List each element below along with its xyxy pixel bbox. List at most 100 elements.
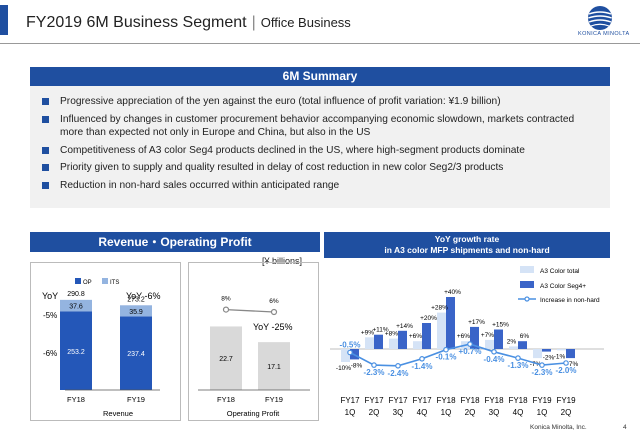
revenue-op-value: 237.4 <box>127 351 145 358</box>
summary-item: Priority given to supply and quality res… <box>42 161 600 175</box>
yoy-label-a3-seg4: 6% <box>520 333 530 340</box>
revenue-yoy-label: YoY -6% <box>126 291 161 301</box>
legend-label-op: OP <box>83 280 92 286</box>
yoy-category-quarter: 4Q <box>513 408 524 417</box>
revenue-bar-its <box>120 305 152 317</box>
yoy-category-year: FY18 <box>508 396 528 405</box>
revenue-chart-frame <box>30 262 181 421</box>
yoy-tick-label: -6% <box>43 349 57 358</box>
yoy-label-a3-total: -7% <box>530 361 542 368</box>
yoy-title-line2: in A3 color MFP shipments and non-hard <box>384 245 550 255</box>
yoy-bar-a3-seg4 <box>398 330 407 349</box>
op-bar <box>258 342 290 390</box>
yoy-category-year: FY18 <box>436 396 456 405</box>
slide-title: FY2019 6M Business Segment | Office Busine… <box>26 14 351 32</box>
yoy-bar-a3-total <box>437 312 446 349</box>
yoy-bar-a3-seg4 <box>422 323 431 349</box>
yoy-category-year: FY18 <box>484 396 504 405</box>
yoy-category-year: FY18 <box>460 396 480 405</box>
yoy-label-a3-seg4: -8% <box>351 362 363 369</box>
revenue-bar-its <box>60 299 92 312</box>
yoy-label-non-hard: -2.3% <box>364 368 385 377</box>
op-margin-line <box>225 308 275 313</box>
yoy-label-a3-seg4: +15% <box>492 322 509 329</box>
yoy-bar-a3-seg4 <box>446 297 455 349</box>
summary-title: 6M Summary <box>30 67 610 86</box>
summary-text: Reduction in non-hard sales occurred wit… <box>60 179 340 191</box>
op-bar-value: 22.7 <box>219 356 233 363</box>
yoy-category-quarter: 1Q <box>345 408 356 417</box>
bullet-square-icon <box>42 164 49 171</box>
footer-company: Konica Minolta, Inc. <box>530 424 587 431</box>
op-margin-label: 6% <box>269 298 279 305</box>
yoy-label-a3-total: -1% <box>554 353 566 360</box>
yoy-point-non-hard <box>347 349 353 356</box>
yoy-label-non-hard: -2.0% <box>556 366 577 375</box>
summary-text: Progressive appreciation of the yen agai… <box>60 96 501 107</box>
yoy-bar-a3-seg4 <box>494 329 503 349</box>
yoy-label-non-hard: -1.3% <box>508 361 529 370</box>
yoy-point-non-hard <box>491 349 497 355</box>
bullet-square-icon <box>42 115 49 123</box>
title-separator: | <box>251 14 256 31</box>
yoy-label-a3-total: 2% <box>507 338 517 345</box>
summary-item: Competitiveness of A3 color Seg4 product… <box>42 144 600 158</box>
yoy-point-non-hard <box>443 346 449 353</box>
yoy-point-non-hard <box>515 355 521 361</box>
yoy-category-quarter: 2Q <box>369 408 380 417</box>
slide-subtitle: Office Business <box>260 15 351 30</box>
yoy-bar-a3-seg4 <box>518 341 527 349</box>
yoy-point-non-hard <box>539 362 545 368</box>
yoy-point-non-hard <box>467 341 473 347</box>
bullet-square-icon <box>42 181 49 189</box>
bullet-square-icon <box>42 98 49 105</box>
revenue-total-value: 290.8 <box>67 291 85 298</box>
revenue-category-label: FY19 <box>127 395 145 404</box>
yoy-tick-label: -5% <box>43 311 57 320</box>
op-bar <box>210 326 242 390</box>
revenue-bar-op <box>120 316 152 390</box>
logo-wordmark: KONICA MINOLTA <box>578 31 630 37</box>
yoy-label-a3-total: +28% <box>431 305 448 312</box>
revenue-chart-title: Revenue <box>103 409 133 418</box>
op-chart-title: Operating Profit <box>227 409 280 418</box>
yoy-category-year: FY19 <box>532 396 552 405</box>
op-margin-point <box>222 306 230 313</box>
yoy-category-year: FY17 <box>364 396 384 405</box>
yoy-category-year: FY17 <box>340 396 360 405</box>
yoy-category-quarter: 2Q <box>465 408 476 417</box>
yoy-label-non-hard: -0.1% <box>436 353 457 362</box>
yoy-point-non-hard <box>419 356 425 362</box>
yoy-point-non-hard <box>371 362 377 368</box>
revenue-op-chart: OP ITS YoY -5% -6% YoY -6% 253.2 37.6 290.… <box>30 262 319 421</box>
summary-item: Progressive appreciation of the yen agai… <box>42 95 600 109</box>
legend-swatch-a3-seg4 <box>520 281 534 288</box>
legend-swatch-a3-total <box>520 266 534 273</box>
op-category-label: FY18 <box>217 395 235 404</box>
yoy-label-a3-seg4: +20% <box>420 315 437 322</box>
yoy-label-a3-total: +7% <box>481 332 494 339</box>
op-yoy-label: YoY -25% <box>253 322 293 332</box>
yoy-bar-a3-seg4 <box>374 334 383 349</box>
legend-marker-non-hard <box>524 296 530 302</box>
revenue-its-value: 37.6 <box>69 304 83 311</box>
yoy-label-non-hard: -2.4% <box>388 369 409 378</box>
yoy-label-a3-total: +6% <box>409 333 422 340</box>
op-category-label: FY19 <box>265 395 283 404</box>
yoy-bar-a3-total <box>413 341 422 349</box>
yoy-label-a3-seg4: +17% <box>468 319 485 326</box>
yoy-point-non-hard <box>563 360 569 366</box>
yoy-label-non-hard: -2.3% <box>532 368 553 377</box>
summary-text: Influenced by changes in customer procur… <box>60 113 575 139</box>
summary-item: Reduction in non-hard sales occurred wit… <box>42 179 600 193</box>
yoy-bar-a3-seg4 <box>542 349 551 352</box>
yoy-label-non-hard: -0.4% <box>484 355 505 364</box>
revenue-its-value: 35.9 <box>129 309 143 316</box>
header-accent-bar <box>0 5 8 35</box>
yoy-category-quarter: 1Q <box>441 408 452 417</box>
yoy-label-a3-total: -10% <box>336 365 351 372</box>
legend-swatch-its <box>102 278 108 284</box>
revenue-bar-op <box>60 311 92 390</box>
yoy-label-a3-total: +6% <box>457 333 470 340</box>
yoy-bar-a3-total <box>365 337 374 349</box>
